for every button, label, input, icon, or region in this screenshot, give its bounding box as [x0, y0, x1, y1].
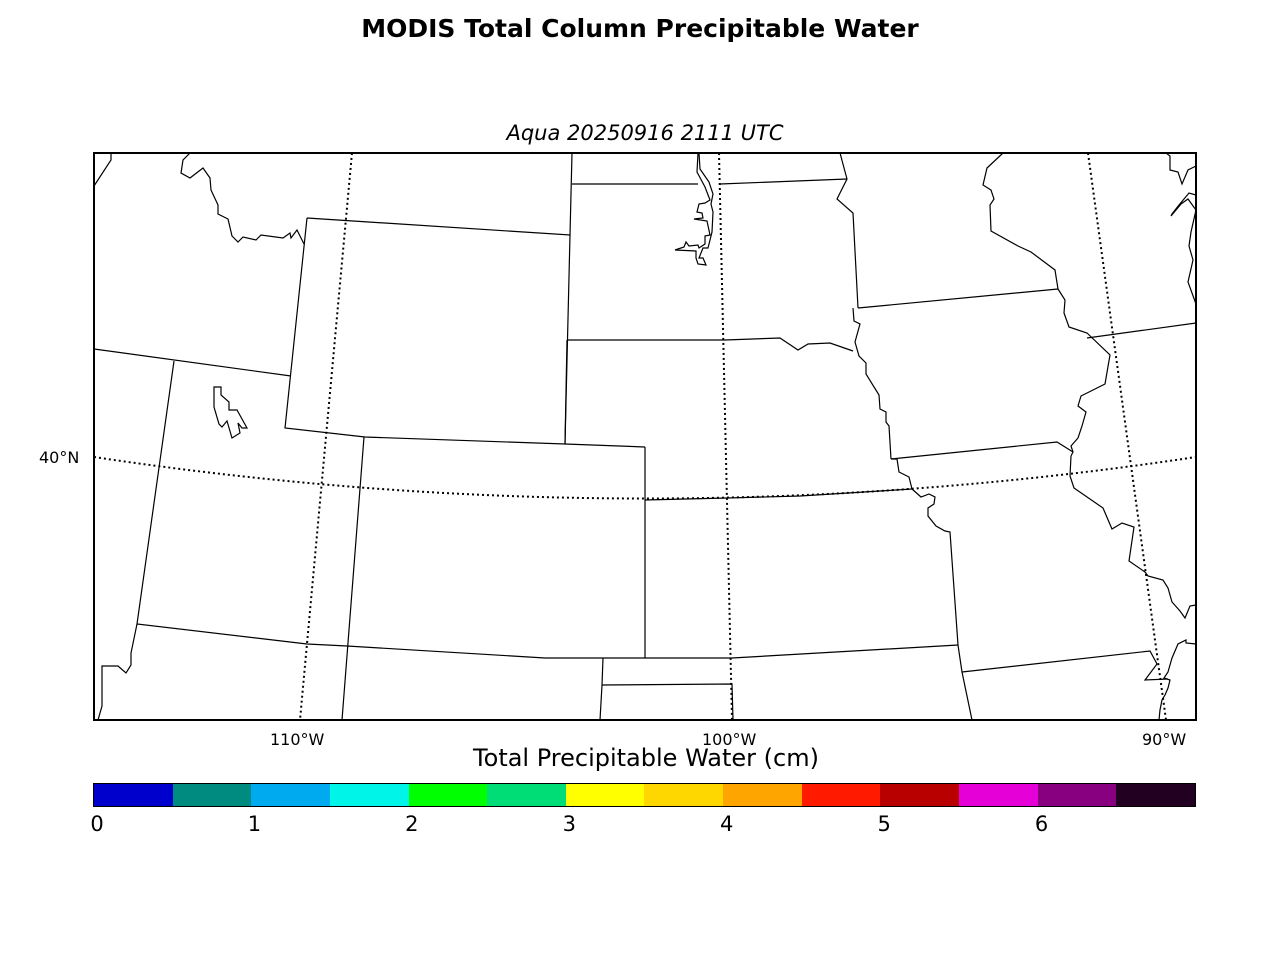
colorbar-segment — [801, 784, 881, 806]
colorbar-segment — [880, 784, 960, 806]
colorbar-tick-label: 3 — [562, 812, 576, 836]
colorbar-tick-label: 2 — [405, 812, 419, 836]
colorbar-segment — [487, 784, 566, 806]
colorbar-tick-label: 5 — [877, 812, 891, 836]
colorbar-segment — [565, 784, 645, 806]
colorbar-segment — [1037, 784, 1117, 806]
colorbar-segment — [172, 784, 252, 806]
colorbar-segment — [408, 784, 488, 806]
colorbar-segment — [329, 784, 409, 806]
lon-label-100w: 100°W — [702, 730, 757, 749]
colorbar-segment — [94, 784, 173, 806]
lon-label-110w: 110°W — [270, 730, 325, 749]
lat-label-40n: 40°N — [39, 448, 80, 467]
colorbar-tick-label: 4 — [720, 812, 734, 836]
meridian-100w — [718, 153, 733, 720]
colorbar-segment — [723, 784, 802, 806]
meridian-90w — [1087, 153, 1167, 720]
colorbar-tick-label: 6 — [1034, 812, 1049, 836]
colorbar-tick-label: 1 — [247, 812, 262, 836]
colorbar-tick-label: 0 — [90, 812, 104, 836]
colorbar-segment — [1116, 784, 1195, 806]
state-borders — [94, 153, 1196, 720]
map-frame — [93, 152, 1197, 721]
colorbar-segment — [251, 784, 330, 806]
meridian-110w — [299, 153, 353, 720]
colorbar-segment — [959, 784, 1038, 806]
lon-label-90w: 90°W — [1142, 730, 1187, 749]
figure-title: MODIS Total Column Precipitable Water — [361, 14, 919, 43]
colorbar-label: Total Precipitable Water (cm) — [473, 744, 819, 772]
colorbar — [93, 783, 1196, 807]
figure-subtitle: Aqua 20250916 2111 UTC — [506, 121, 784, 145]
colorbar-segment — [644, 784, 724, 806]
